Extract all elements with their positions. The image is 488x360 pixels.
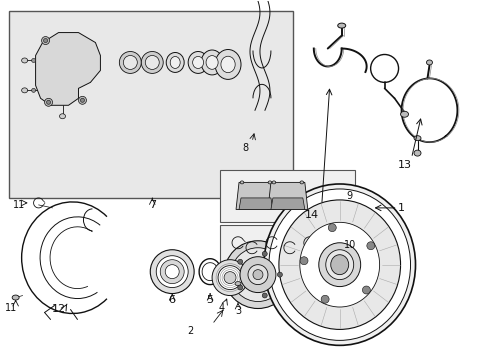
Circle shape [230, 248, 285, 302]
Text: 2: 2 [186, 327, 193, 336]
Polygon shape [270, 198, 304, 210]
Ellipse shape [337, 23, 345, 28]
Text: 5: 5 [206, 294, 213, 305]
Circle shape [123, 55, 137, 69]
Circle shape [321, 295, 328, 303]
Ellipse shape [32, 58, 36, 62]
Ellipse shape [43, 39, 47, 42]
Circle shape [165, 265, 179, 279]
Circle shape [262, 293, 266, 298]
Ellipse shape [32, 88, 36, 92]
Circle shape [262, 251, 266, 256]
Circle shape [224, 241, 291, 309]
Text: 8: 8 [242, 143, 247, 153]
Text: 3: 3 [234, 306, 241, 316]
Text: 11: 11 [4, 302, 17, 312]
Polygon shape [36, 32, 100, 105]
Circle shape [237, 259, 242, 264]
Ellipse shape [46, 100, 50, 104]
Text: 13: 13 [397, 160, 411, 170]
Circle shape [160, 260, 184, 284]
Ellipse shape [413, 150, 420, 156]
Ellipse shape [268, 189, 410, 340]
Ellipse shape [318, 243, 360, 287]
Ellipse shape [21, 88, 27, 93]
Ellipse shape [267, 181, 271, 184]
Circle shape [277, 272, 282, 277]
Ellipse shape [400, 111, 407, 117]
Ellipse shape [170, 57, 180, 68]
Polygon shape [236, 183, 275, 210]
Circle shape [224, 272, 236, 284]
Circle shape [327, 224, 336, 231]
Circle shape [247, 265, 267, 285]
Circle shape [119, 51, 141, 73]
Text: 9: 9 [346, 191, 352, 201]
Text: 4: 4 [219, 302, 224, 312]
Circle shape [362, 286, 369, 294]
Text: 14: 14 [304, 210, 318, 220]
Ellipse shape [271, 181, 275, 184]
Ellipse shape [264, 184, 415, 345]
Text: 6: 6 [168, 294, 175, 305]
Ellipse shape [205, 55, 218, 69]
Circle shape [150, 250, 194, 293]
Circle shape [252, 270, 263, 280]
Circle shape [156, 256, 188, 288]
Bar [220, 225, 354, 265]
Ellipse shape [166, 53, 184, 72]
Polygon shape [239, 198, 272, 210]
Ellipse shape [299, 222, 379, 307]
Circle shape [366, 242, 374, 250]
Circle shape [212, 260, 247, 296]
Ellipse shape [413, 136, 420, 141]
Ellipse shape [188, 51, 208, 73]
Text: 1: 1 [397, 203, 404, 213]
Ellipse shape [12, 295, 19, 300]
Ellipse shape [325, 250, 353, 280]
Text: 10: 10 [343, 240, 355, 250]
Bar [220, 170, 354, 222]
Ellipse shape [330, 255, 348, 275]
Ellipse shape [41, 37, 49, 45]
Ellipse shape [221, 56, 235, 73]
Ellipse shape [60, 114, 65, 119]
Ellipse shape [192, 57, 203, 68]
Ellipse shape [215, 50, 241, 80]
Circle shape [145, 55, 159, 69]
Circle shape [141, 51, 163, 73]
Circle shape [240, 257, 275, 293]
Ellipse shape [81, 98, 84, 102]
Ellipse shape [300, 181, 303, 184]
Ellipse shape [201, 50, 223, 75]
Ellipse shape [426, 60, 431, 65]
Ellipse shape [235, 282, 241, 285]
Circle shape [218, 266, 242, 289]
Ellipse shape [240, 181, 244, 184]
Circle shape [300, 257, 307, 265]
Text: 11: 11 [13, 200, 25, 210]
Ellipse shape [78, 96, 86, 104]
Ellipse shape [278, 200, 400, 329]
Text: 7: 7 [148, 200, 156, 210]
Circle shape [237, 285, 242, 290]
Polygon shape [267, 183, 307, 210]
Bar [9, 11, 292, 198]
Ellipse shape [21, 58, 27, 63]
Ellipse shape [44, 98, 52, 106]
Text: 12: 12 [51, 305, 65, 315]
